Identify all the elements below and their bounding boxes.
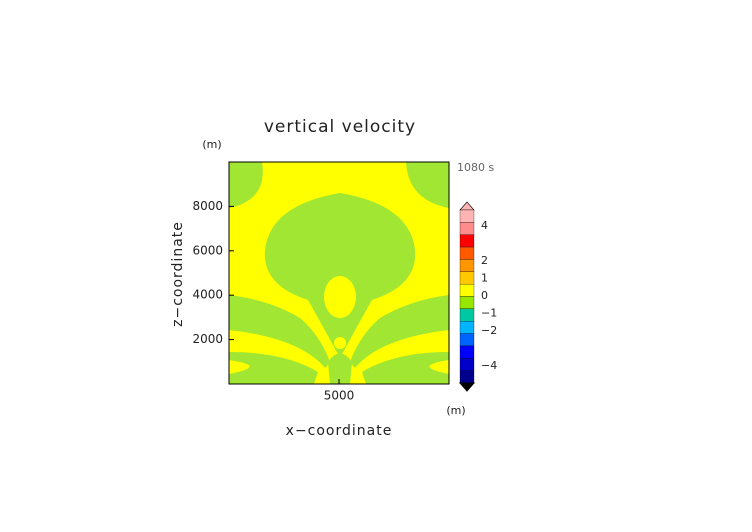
colorbar-swatch — [459, 283, 475, 297]
colorbar-cap — [458, 382, 476, 392]
contour-region — [362, 352, 449, 384]
y-tick-label: 6000 — [192, 243, 223, 257]
colorbar-tick-label: 2 — [481, 254, 488, 267]
colorbar-swatch — [459, 271, 475, 285]
contour-field — [229, 162, 449, 384]
colorbar-swatch — [459, 308, 475, 322]
contour-region — [229, 162, 263, 208]
colorbar-tick-label: 1 — [481, 272, 488, 285]
x-tick-label: 5000 — [324, 389, 355, 403]
colorbar-swatch — [459, 209, 475, 223]
colorbar-swatch — [459, 296, 475, 310]
contour-region — [229, 295, 330, 368]
colorbar-cap — [459, 201, 475, 211]
contour-region — [264, 193, 416, 358]
colorbar-swatch — [459, 370, 475, 384]
colorbar-swatch — [459, 358, 475, 371]
y-tick-label: 2000 — [192, 332, 223, 346]
colorbar-swatch — [459, 222, 475, 235]
chart-title: vertical velocity — [264, 117, 416, 137]
contour-region — [229, 352, 318, 384]
colorbar-swatch — [459, 259, 475, 272]
y-tick-label: 8000 — [192, 199, 223, 213]
colorbar-tick-label: −4 — [481, 359, 497, 372]
colorbar-swatch — [459, 321, 475, 334]
colorbar-tick-label: 4 — [481, 219, 488, 232]
contour-region — [334, 337, 346, 349]
colorbar-swatch — [459, 234, 475, 248]
x-unit: (m) — [446, 404, 465, 417]
time-label: 1080 s — [457, 161, 494, 174]
colorbar-swatch — [459, 345, 475, 359]
colorbar-tick-label: −2 — [481, 324, 497, 337]
contour-region — [324, 276, 356, 318]
y-unit: (m) — [202, 138, 221, 151]
contour-region — [350, 295, 449, 368]
colorbar-tick-label: −1 — [481, 307, 497, 320]
colorbar-swatch — [459, 246, 475, 260]
y-axis-title: z−coordinate — [170, 221, 186, 327]
x-axis-title: x−coordinate — [286, 423, 393, 439]
y-tick-label: 4000 — [192, 288, 223, 302]
colorbar-tick-label: 0 — [481, 289, 488, 302]
colorbar-swatch — [459, 333, 475, 347]
contour-region — [406, 162, 449, 208]
contour-region — [328, 353, 352, 384]
